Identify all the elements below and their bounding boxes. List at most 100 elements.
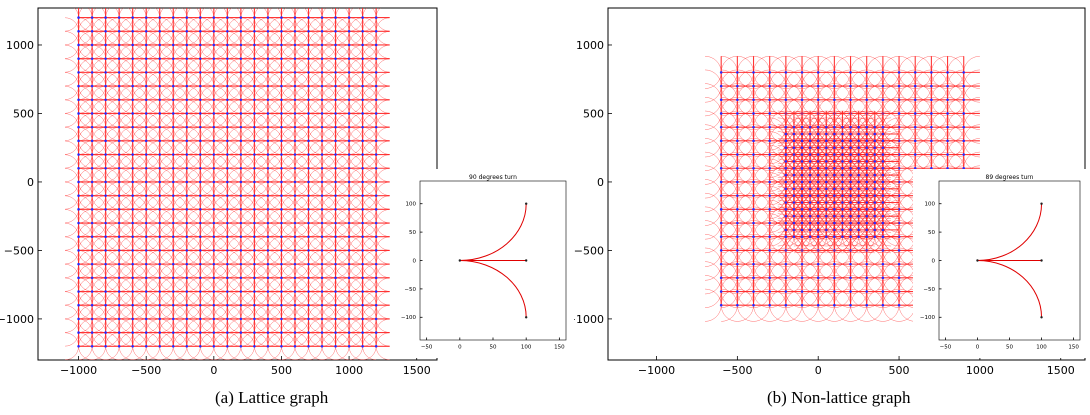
lattice-node [266, 112, 270, 115]
outer-node [736, 262, 739, 266]
lattice-node [293, 331, 297, 334]
outer-node [736, 112, 739, 115]
dense-node [841, 187, 844, 191]
lattice-node [320, 16, 324, 19]
lattice-node [117, 125, 121, 129]
outer-node [719, 235, 723, 239]
outer-node [897, 98, 901, 102]
lattice-node [266, 249, 270, 252]
lattice-node [307, 262, 310, 266]
inset-title: 90 degrees turn [469, 174, 517, 181]
lattice-node [77, 249, 80, 252]
dense-node [808, 139, 812, 143]
inset-path [459, 260, 527, 318]
outer-node [897, 71, 901, 74]
lattice-node [307, 194, 310, 197]
lattice-node [266, 180, 270, 184]
dense-node [841, 173, 844, 177]
lattice-node [117, 43, 121, 47]
dense-node [784, 125, 788, 129]
outer-node [736, 208, 739, 211]
lattice-node [320, 57, 324, 60]
lattice-node [171, 16, 175, 19]
outer-node [800, 84, 804, 88]
lattice-node [199, 249, 202, 252]
lattice-node [117, 16, 121, 19]
lattice-node [185, 98, 189, 102]
dense-node [881, 228, 885, 232]
dense-node [865, 125, 869, 129]
outer-node [833, 262, 836, 266]
lattice-node [320, 235, 324, 239]
dense-node [816, 173, 820, 177]
dense-node [841, 125, 844, 129]
lattice-node [280, 221, 283, 225]
dense-node [824, 208, 828, 211]
outer-node [736, 303, 739, 307]
outer-node [946, 84, 949, 88]
dense-node [824, 160, 828, 163]
lattice-node [280, 166, 283, 170]
dense-node [841, 160, 844, 163]
lattice-node [334, 276, 337, 280]
dense-node [841, 214, 844, 218]
outer-node [849, 276, 852, 280]
outer-node [768, 249, 771, 252]
lattice-node [131, 180, 134, 184]
outer-node [849, 98, 852, 102]
dense-node [824, 221, 828, 225]
outer-node [719, 98, 723, 102]
lattice-node [199, 57, 202, 60]
outer-node [736, 125, 739, 129]
lattice-node [293, 71, 297, 74]
outer-node [736, 153, 739, 156]
dense-node [816, 139, 820, 143]
lattice-node [239, 221, 243, 225]
dense-node [833, 180, 836, 184]
lattice-node [144, 303, 148, 307]
x-tick-label: −50 [940, 345, 952, 351]
dense-node [808, 160, 812, 163]
lattice-node [307, 249, 310, 252]
dense-node [873, 235, 877, 239]
dense-node [816, 132, 820, 136]
lattice-node [293, 235, 297, 239]
lattice-node [158, 180, 162, 184]
outer-node [881, 98, 885, 102]
lattice-node [253, 249, 256, 252]
outer-node [881, 276, 885, 280]
lattice-node [144, 98, 148, 102]
dense-node [824, 166, 828, 170]
dense-node [816, 208, 820, 211]
lattice-node [90, 331, 94, 334]
lattice-node [320, 262, 324, 266]
dense-node [833, 221, 836, 225]
inset-89-degrees: 89 degrees turn −50 0 50 100 150 −100 −50 0 50 100 [913, 169, 1088, 358]
lattice-node [266, 194, 270, 197]
lattice-node [226, 43, 229, 47]
outer-node [897, 249, 901, 252]
dense-node [833, 194, 836, 197]
outer-node [930, 125, 933, 129]
lattice-node [144, 153, 148, 156]
lattice-node [144, 112, 148, 115]
dense-node [800, 221, 804, 225]
lattice-node [144, 71, 148, 74]
dense-node [857, 228, 860, 232]
outer-node [752, 153, 755, 156]
lattice-node [90, 221, 94, 225]
lattice-node [293, 29, 297, 33]
lattice-node [104, 317, 107, 321]
lattice-node [185, 235, 189, 239]
lattice-node [320, 180, 324, 184]
lattice-node [280, 84, 283, 88]
outer-node [719, 208, 723, 211]
lattice-node [212, 276, 216, 280]
y-tick-label: −500 [4, 244, 34, 257]
lattice-node [320, 331, 324, 334]
lattice-node [117, 249, 121, 252]
lattice-node [117, 221, 121, 225]
y-tick-label: 0 [413, 258, 417, 264]
dense-node [841, 221, 844, 225]
lattice-node [347, 331, 351, 334]
